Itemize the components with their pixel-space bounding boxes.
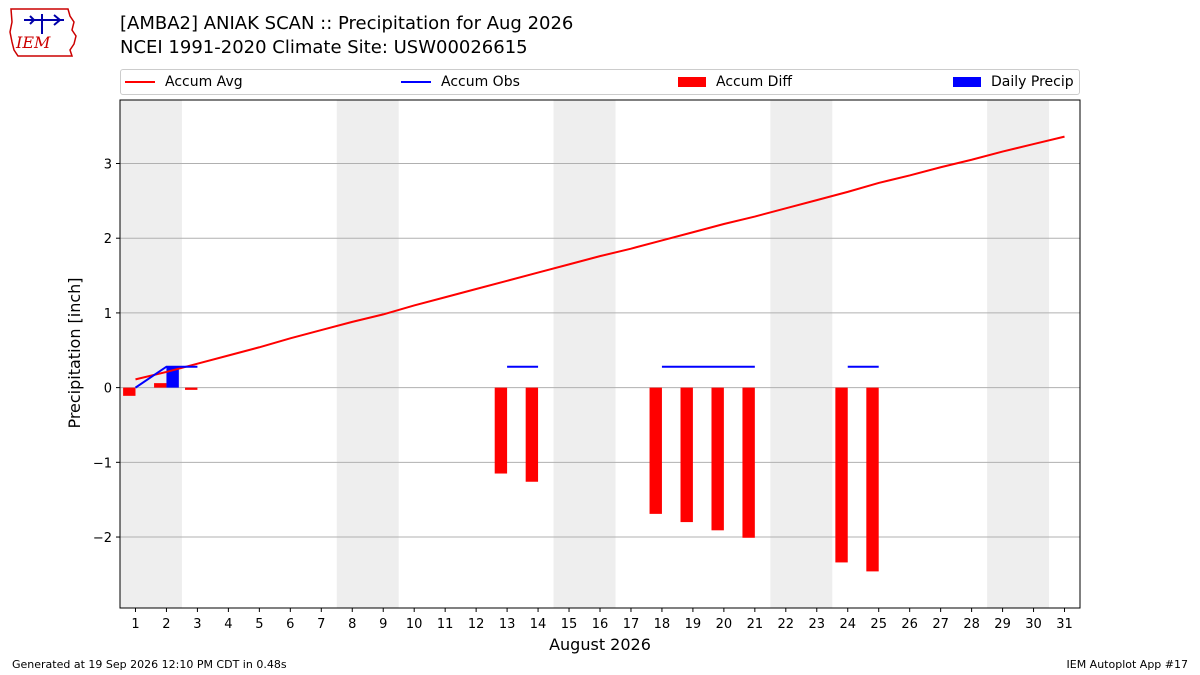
x-tick-label: 26 — [901, 617, 918, 632]
y-tick-label: 1 — [104, 307, 112, 322]
x-tick-label: 3 — [193, 617, 201, 632]
weekend-shade — [336, 100, 399, 608]
x-tick-label: 21 — [747, 617, 764, 632]
x-tick-label: 10 — [406, 617, 423, 632]
accum-avg-line — [135, 135, 1065, 381]
x-tick-label: 4 — [224, 617, 232, 632]
x-tick-label: 27 — [932, 617, 949, 632]
x-tick-label: 7 — [317, 617, 325, 632]
chart-subtitle: NCEI 1991-2020 Climate Site: USW00026615 — [120, 37, 528, 58]
weekend-shade — [553, 100, 616, 608]
x-tick-label: 8 — [348, 617, 356, 632]
x-tick-label: 14 — [530, 617, 547, 632]
legend-swatch-accum-diff — [678, 77, 706, 87]
accum-diff-bar — [649, 387, 662, 514]
x-tick-label: 28 — [963, 617, 980, 632]
x-tick-label: 13 — [499, 617, 516, 632]
x-tick-label: 11 — [437, 617, 454, 632]
accum-diff-bar — [494, 387, 508, 474]
legend-item-accum-diff: Accum Diff — [678, 73, 792, 91]
y-axis-label: Precipitation [inch] — [65, 277, 84, 428]
x-tick-label: 24 — [839, 617, 856, 632]
legend-swatch-accum-avg — [125, 81, 155, 83]
legend-swatch-daily-precip — [953, 77, 981, 87]
footer-generated-text: Generated at 19 Sep 2026 12:10 PM CDT in… — [12, 658, 287, 671]
x-tick-label: 1 — [131, 617, 139, 632]
x-tick-label: 5 — [255, 617, 263, 632]
legend-item-daily-precip: Daily Precip — [953, 73, 1074, 91]
x-tick-label: 6 — [286, 617, 294, 632]
x-tick-label: 25 — [870, 617, 887, 632]
accum-diff-bar — [742, 387, 755, 538]
chart-title: [AMBA2] ANIAK SCAN :: Precipitation for … — [120, 13, 574, 34]
x-tick-label: 30 — [1025, 617, 1042, 632]
x-tick-label: 15 — [561, 617, 578, 632]
iem-logo: IEM — [9, 8, 77, 57]
weekend-shade — [987, 100, 1050, 608]
legend-item-accum-avg: Accum Avg — [125, 73, 243, 91]
accum-diff-bar — [835, 387, 848, 563]
x-tick-label: 19 — [685, 617, 702, 632]
legend-label-daily-precip: Daily Precip — [991, 74, 1074, 90]
accum-diff-bar — [154, 383, 167, 388]
y-tick-label: 0 — [104, 382, 112, 397]
accum-diff-bar — [680, 387, 693, 523]
x-tick-label: 16 — [592, 617, 609, 632]
x-tick-label: 22 — [778, 617, 795, 632]
x-tick-label: 31 — [1056, 617, 1073, 632]
weekend-shade — [120, 100, 182, 608]
weekend-shade — [770, 100, 833, 608]
x-tick-label: 18 — [654, 617, 671, 632]
legend-label-accum-obs: Accum Obs — [441, 74, 520, 90]
x-axis-label: August 2026 — [549, 635, 651, 654]
x-tick-label: 17 — [623, 617, 640, 632]
x-tick-label: 12 — [468, 617, 485, 632]
footer-app-text: IEM Autoplot App #17 — [1066, 658, 1189, 671]
svg-text:IEM: IEM — [15, 33, 51, 52]
x-tick-label: 20 — [716, 617, 733, 632]
x-tick-label: 2 — [162, 617, 170, 632]
accum-obs-line — [134, 365, 198, 389]
y-tick-label: 2 — [104, 232, 112, 247]
legend-label-accum-diff: Accum Diff — [716, 74, 793, 90]
legend-item-accum-obs: Accum Obs — [401, 73, 520, 91]
x-tick-label: 29 — [994, 617, 1011, 632]
accum-diff-bar — [185, 387, 198, 390]
y-tick-label: −2 — [93, 531, 112, 546]
legend: Accum Avg Accum Obs Accum Diff Daily Pre… — [120, 69, 1080, 95]
legend-label-accum-avg: Accum Avg — [165, 74, 243, 90]
legend-swatch-accum-obs — [401, 81, 431, 83]
accum-diff-bar — [711, 387, 724, 531]
y-tick-label: −1 — [93, 456, 112, 471]
accum-diff-bar — [525, 387, 539, 482]
accum-diff-bar — [123, 387, 136, 396]
accum-diff-bar — [866, 387, 879, 572]
y-tick-label: 3 — [104, 158, 112, 173]
plot-frame — [119, 99, 1081, 609]
x-tick-label: 9 — [379, 617, 387, 632]
x-tick-label: 23 — [809, 617, 826, 632]
